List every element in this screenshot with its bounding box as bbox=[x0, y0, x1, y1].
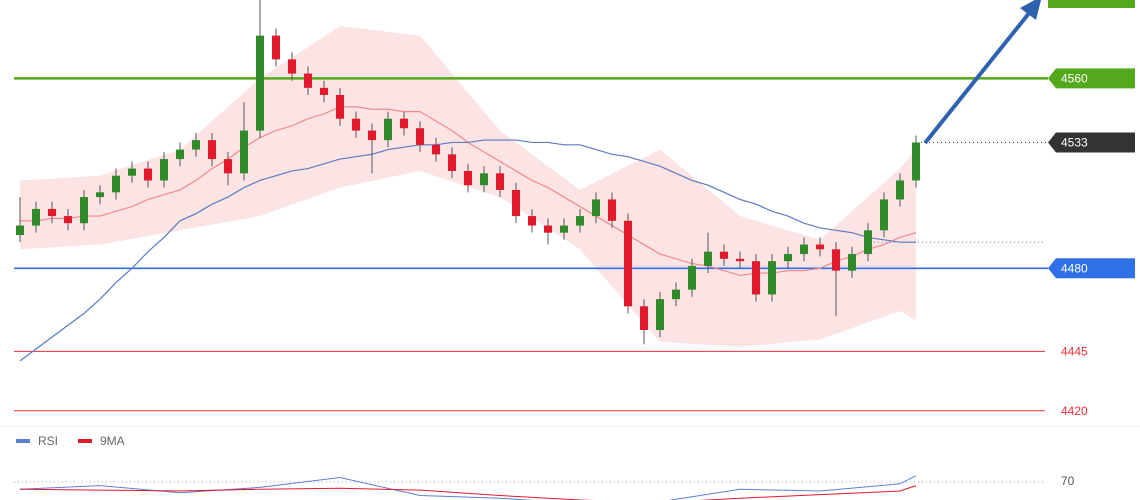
candle-body bbox=[816, 244, 824, 250]
price-label: 4533 bbox=[1061, 136, 1088, 150]
candle-body bbox=[880, 199, 888, 231]
level-label: 4420 bbox=[1061, 404, 1088, 418]
candle-body bbox=[272, 35, 280, 60]
candle-body bbox=[96, 192, 104, 198]
ma9-line bbox=[19, 485, 917, 500]
candle-body bbox=[832, 249, 840, 271]
candle-body bbox=[464, 170, 472, 186]
rsi-layer: RSI 9MA 70 bbox=[14, 434, 1075, 500]
candle-body bbox=[160, 159, 168, 181]
candle-body bbox=[688, 265, 696, 290]
legend-swatch bbox=[16, 439, 30, 443]
level-label: 4560 bbox=[1061, 72, 1088, 86]
levels-layer: 4560 4480 4445 4420 4533 bbox=[14, 68, 1135, 418]
candle-body bbox=[640, 306, 648, 331]
price-tag bbox=[1048, 132, 1135, 153]
rsi-line bbox=[19, 475, 917, 500]
candle-body bbox=[656, 299, 664, 331]
legend-label: RSI bbox=[38, 434, 58, 448]
candle-body bbox=[48, 208, 56, 217]
candle-body bbox=[672, 289, 680, 300]
candle-body bbox=[256, 35, 264, 131]
candle-body bbox=[480, 173, 488, 186]
candle-body bbox=[400, 118, 408, 129]
candle-body bbox=[864, 230, 872, 255]
candle-body bbox=[320, 87, 328, 95]
level-tag bbox=[1048, 68, 1135, 89]
candle-body bbox=[128, 168, 136, 176]
candle-body bbox=[576, 216, 584, 226]
candle-body bbox=[144, 168, 152, 181]
rsi-tick-label: 70 bbox=[1061, 474, 1075, 488]
level-label: 4445 bbox=[1061, 345, 1088, 359]
candle-body bbox=[784, 254, 792, 262]
ma-slow-line bbox=[19, 139, 916, 362]
candle-body bbox=[176, 149, 184, 160]
candle-body bbox=[288, 59, 296, 74]
candle-body bbox=[592, 199, 600, 217]
lines-layer bbox=[19, 106, 1045, 362]
candle-body bbox=[496, 173, 504, 190]
candle-body bbox=[800, 244, 808, 255]
candle-body bbox=[720, 251, 728, 259]
candle-body bbox=[848, 254, 856, 271]
candle-body bbox=[512, 189, 520, 217]
candle-body bbox=[448, 154, 456, 171]
legend-label: 9MA bbox=[100, 434, 125, 448]
top-tag bbox=[1048, 0, 1135, 8]
candle-body bbox=[16, 225, 24, 236]
candle-body bbox=[240, 130, 248, 174]
candle-body bbox=[336, 94, 344, 119]
candle-body bbox=[64, 216, 72, 224]
candle-body bbox=[224, 159, 232, 174]
candle-body bbox=[192, 140, 200, 150]
candle-body bbox=[304, 73, 312, 88]
candle-body bbox=[624, 220, 632, 307]
level-label: 4480 bbox=[1061, 261, 1088, 275]
candle-body bbox=[736, 258, 744, 262]
candle-body bbox=[752, 261, 760, 295]
candle-body bbox=[32, 208, 40, 226]
candle-body bbox=[704, 251, 712, 266]
candle-body bbox=[896, 180, 904, 200]
candle-body bbox=[208, 140, 216, 160]
candle-body bbox=[608, 199, 616, 221]
candle-body bbox=[112, 175, 120, 193]
legend-swatch bbox=[78, 439, 92, 443]
forecast-arrow bbox=[923, 10, 1032, 145]
candle-body bbox=[768, 261, 776, 295]
candle-body bbox=[416, 128, 424, 145]
candles-layer bbox=[16, 0, 920, 345]
candle-body bbox=[384, 118, 392, 141]
arrow-head bbox=[1020, 0, 1041, 20]
candle-body bbox=[432, 144, 440, 155]
level-tag bbox=[1048, 258, 1135, 279]
candle-body bbox=[912, 142, 920, 181]
candle-body bbox=[80, 197, 88, 224]
candle-body bbox=[560, 225, 568, 233]
candle-body bbox=[544, 225, 552, 233]
candle-body bbox=[528, 216, 536, 226]
candle-body bbox=[352, 118, 360, 131]
candle-body bbox=[368, 130, 376, 141]
